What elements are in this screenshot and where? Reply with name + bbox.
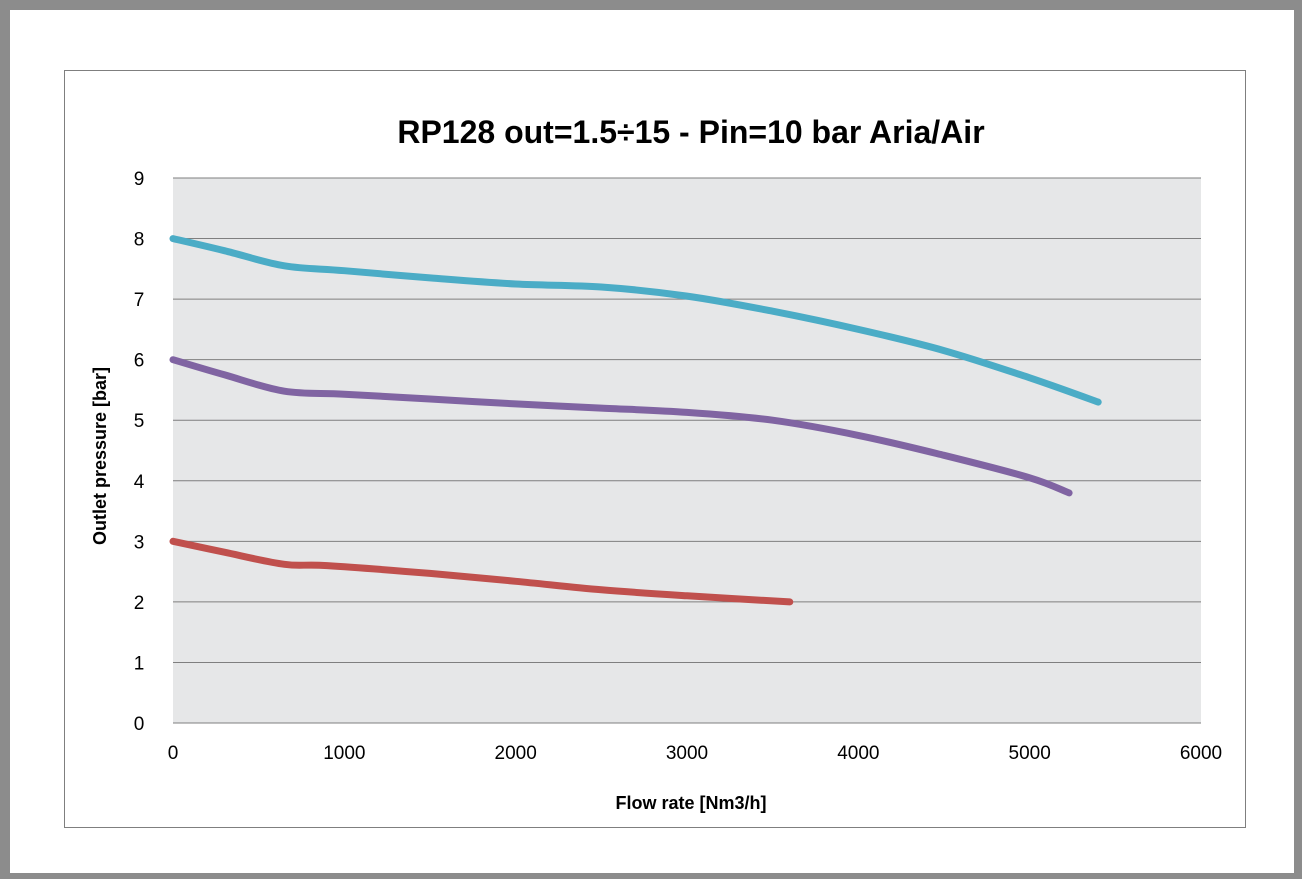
y-axis-label: Outlet pressure [bar]: [90, 367, 110, 545]
series-line-2: [169, 356, 1073, 497]
y-tick-label: 3: [134, 532, 145, 553]
x-tick-label: 6000: [1180, 743, 1222, 764]
series-line-1: [169, 235, 1102, 406]
y-tick-label: 7: [134, 290, 145, 311]
page-background: RP128 out=1.5÷15 - Pin=10 bar Aria/Air 0…: [10, 10, 1294, 873]
chart-area: RP128 out=1.5÷15 - Pin=10 bar Aria/Air 0…: [64, 70, 1246, 828]
x-tick-label: 5000: [1009, 743, 1051, 764]
x-tick-label: 1000: [323, 743, 365, 764]
y-tick-label: 0: [134, 714, 145, 735]
y-tick-label: 9: [134, 169, 145, 190]
chart-title: RP128 out=1.5÷15 - Pin=10 bar Aria/Air: [397, 114, 984, 150]
series-group: [169, 235, 1102, 606]
x-tick-label: 4000: [837, 743, 879, 764]
plot-area: [173, 178, 1201, 723]
y-tick-label: 2: [134, 593, 145, 614]
x-tick-label: 2000: [495, 743, 537, 764]
y-tick-label: 4: [134, 472, 145, 493]
y-tick-label: 8: [134, 230, 145, 251]
x-tick-label: 3000: [666, 743, 708, 764]
y-tick-label: 6: [134, 351, 145, 372]
x-axis-label: Flow rate [Nm3/h]: [615, 793, 766, 813]
x-axis-ticks: 0 1000 2000 3000 4000 5000 6000: [168, 743, 1222, 764]
x-tick-label: 0: [168, 743, 179, 764]
y-axis-ticks: 0 1 2 3 4 5 6 7 8 9: [134, 169, 145, 735]
line-chart: RP128 out=1.5÷15 - Pin=10 bar Aria/Air 0…: [90, 114, 1222, 813]
y-tick-label: 5: [134, 411, 145, 432]
series-line-3: [169, 537, 794, 606]
y-tick-label: 1: [134, 653, 145, 674]
gridlines: [173, 177, 1201, 724]
